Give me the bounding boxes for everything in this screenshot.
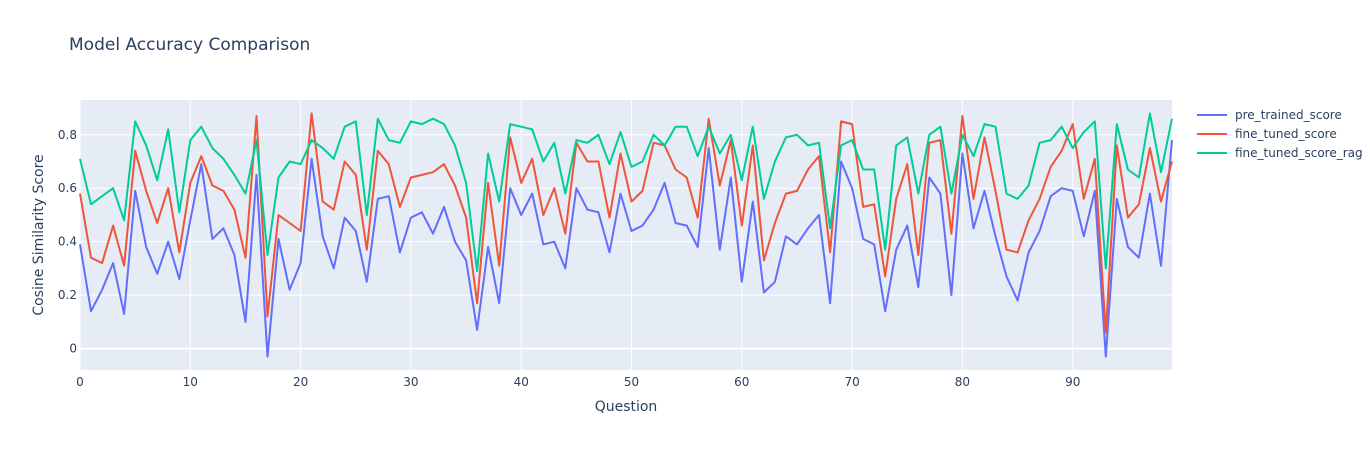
x-tick-labels: 0 10 20 30 40 50 60 70 80 90 <box>76 375 1080 389</box>
series-line-fine-tuned-score-rag <box>79 112 1173 273</box>
x-tick-label: 30 <box>403 375 418 389</box>
y-tick-label: 0.4 <box>58 235 77 249</box>
y-tick-label: 0 <box>69 342 77 356</box>
legend[interactable]: pre_trained_score fine_tuned_score fine_tu… <box>1197 108 1363 160</box>
x-tick-label: 60 <box>734 375 749 389</box>
x-tick-label: 70 <box>844 375 859 389</box>
chart-title: Model Accuracy Comparison <box>69 35 310 55</box>
x-tick-label: 0 <box>76 375 84 389</box>
series-lines <box>79 112 1173 358</box>
x-axis-title: Question <box>595 399 658 415</box>
y-tick-label: 0.2 <box>58 288 77 302</box>
y-tick-label: 0.8 <box>58 128 77 142</box>
legend-item-pre-trained-score[interactable]: pre_trained_score <box>1197 108 1342 122</box>
series-line-pre-trained-score <box>79 140 1173 358</box>
y-tick-labels: 0 0.2 0.4 0.6 0.8 <box>58 128 77 356</box>
x-tick-label: 90 <box>1065 375 1080 389</box>
legend-item-fine-tuned-score[interactable]: fine_tuned_score <box>1197 127 1337 141</box>
plot-area <box>80 100 1172 370</box>
x-tick-label: 80 <box>955 375 970 389</box>
y-tick-label: 0.6 <box>58 181 77 195</box>
legend-label: fine_tuned_score_rag <box>1235 146 1363 160</box>
x-tick-label: 10 <box>183 375 198 389</box>
legend-item-fine-tuned-score-rag[interactable]: fine_tuned_score_rag <box>1197 146 1363 160</box>
y-axis-title: Cosine Similarity Score <box>31 154 47 315</box>
series-line-fine-tuned-score <box>79 112 1173 334</box>
x-tick-label: 20 <box>293 375 308 389</box>
x-tick-label: 40 <box>514 375 529 389</box>
x-tick-label: 50 <box>624 375 639 389</box>
legend-label: pre_trained_score <box>1235 108 1342 122</box>
legend-label: fine_tuned_score <box>1235 127 1337 141</box>
